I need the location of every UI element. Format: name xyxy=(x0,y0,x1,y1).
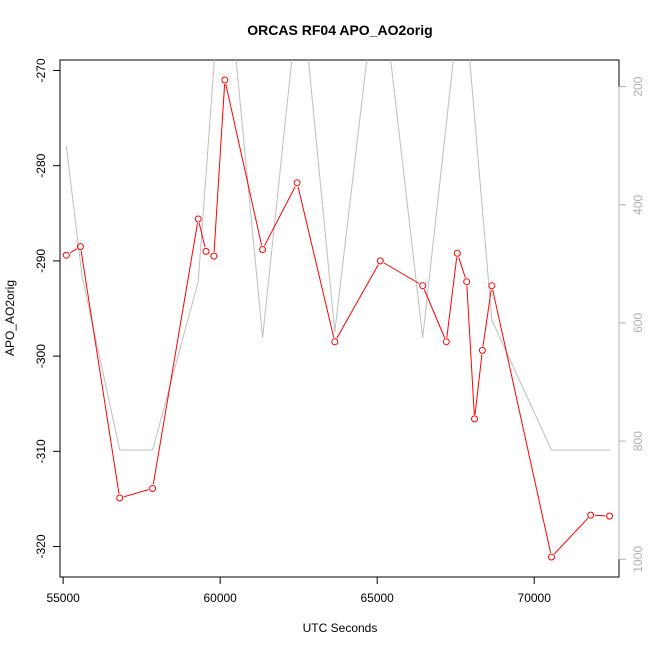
primary-data-point xyxy=(606,512,614,520)
primary-series-segment xyxy=(80,250,120,494)
primary-data-point xyxy=(194,215,202,223)
y2-tick-label: 800 xyxy=(631,431,645,451)
primary-data-point xyxy=(293,179,301,187)
primary-series-segment xyxy=(554,517,589,555)
x-tick-label: 55000 xyxy=(46,591,80,605)
x-tick-label: 70000 xyxy=(518,591,552,605)
primary-series-segment xyxy=(458,257,466,279)
primary-data-point xyxy=(76,243,84,251)
primary-data-point xyxy=(149,485,157,492)
primary-data-point xyxy=(376,257,384,265)
primary-series-segment xyxy=(466,285,475,415)
primary-series-segment xyxy=(474,354,483,415)
primary-data-point xyxy=(331,338,339,346)
primary-data-point xyxy=(202,247,210,255)
secondary-series-line xyxy=(65,60,610,451)
primary-series-segment xyxy=(123,489,149,498)
y-tick-label: -270 xyxy=(34,58,48,82)
y-tick-label: -300 xyxy=(34,344,48,368)
primary-series-segment xyxy=(492,289,552,554)
plot-frame xyxy=(59,59,620,578)
primary-series-segment xyxy=(225,83,263,246)
primary-series-segment xyxy=(423,289,446,339)
secondary-series-layer xyxy=(65,60,610,451)
y-axis-label: APO_AO2orig xyxy=(3,280,17,356)
primary-data-point xyxy=(453,249,461,257)
primary-data-point xyxy=(221,76,229,84)
primary-series-segment xyxy=(446,257,458,338)
primary-series-segment xyxy=(594,514,606,517)
primary-data-point xyxy=(210,252,218,260)
primary-data-point xyxy=(471,415,478,423)
primary-data-point xyxy=(488,282,496,290)
primary-series-segment xyxy=(198,222,206,248)
y2-tick-label: 400 xyxy=(631,194,645,214)
primary-series-segment xyxy=(297,186,335,338)
x-tick-label: 60000 xyxy=(203,591,237,605)
primary-data-point xyxy=(587,511,595,519)
primary-data-point xyxy=(116,494,124,502)
y-tick-label: -290 xyxy=(34,249,48,273)
axes-layer: 55000 60000 65000 70000 -320 -310 -300 -290 -280… xyxy=(34,58,645,605)
primary-data-point xyxy=(62,251,70,259)
primary-series-segment xyxy=(69,248,78,254)
primary-series-segment xyxy=(264,186,296,246)
y-tick-label: -280 xyxy=(34,153,48,177)
y2-tick-label: 600 xyxy=(631,313,645,333)
primary-series-segment xyxy=(482,289,492,347)
primary-data-point xyxy=(478,346,486,354)
primary-series-layer xyxy=(62,76,614,561)
primary-data-point xyxy=(259,246,267,253)
primary-data-point xyxy=(442,338,450,346)
x-axis-label: UTC Seconds xyxy=(303,621,378,635)
y2-tick-label: 1000 xyxy=(631,546,645,573)
y-tick-label: -310 xyxy=(34,439,48,463)
primary-series-segment xyxy=(152,223,198,485)
primary-data-point xyxy=(419,282,427,290)
x-tick-label: 65000 xyxy=(360,591,394,605)
primary-series-segment xyxy=(336,264,379,339)
primary-series-segment xyxy=(383,262,420,284)
primary-data-point xyxy=(548,553,555,561)
chart-title: ORCAS RF04 APO_AO2orig xyxy=(247,22,432,38)
primary-data-point xyxy=(463,278,471,286)
y-tick-label: -320 xyxy=(34,534,48,558)
y2-tick-label: 200 xyxy=(631,76,645,96)
primary-series-segment xyxy=(213,84,226,252)
